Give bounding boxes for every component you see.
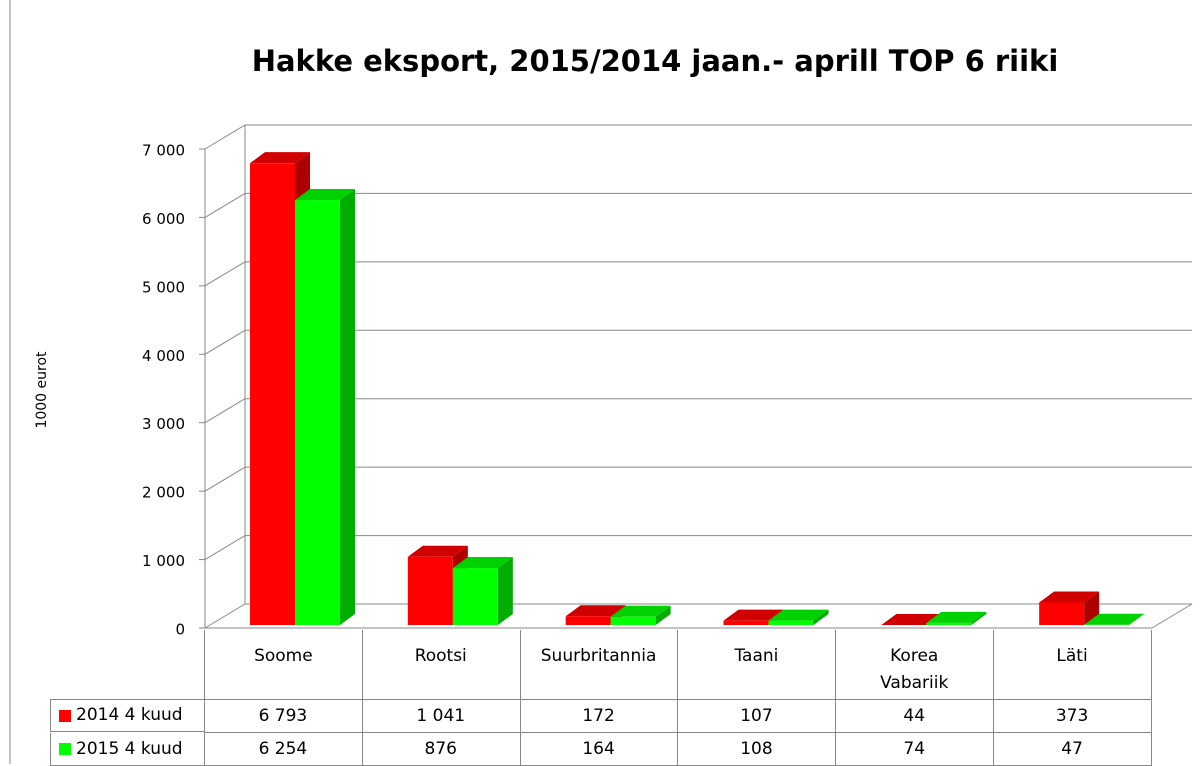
x-tick-label-text: Korea Vabariik: [880, 643, 948, 697]
data-label: 1 041: [362, 700, 521, 733]
bar: [611, 617, 656, 625]
grid-line: [205, 536, 245, 560]
chart-title: Hakke eksport, 2015/2014 jaan.- aprill T…: [252, 44, 1059, 78]
x-tick-label-text: Suurbritannia: [541, 643, 657, 670]
bar-side: [340, 189, 355, 625]
data-label-text: 6 793: [259, 703, 308, 730]
y-tick-label: 2 000: [142, 484, 185, 502]
x-tick-label: Suurbritannia: [520, 630, 679, 700]
floor-edge: [1152, 604, 1192, 628]
data-label-text: 107: [740, 703, 772, 730]
data-label-text: 47: [1061, 736, 1083, 763]
x-tick-label: Rootsi: [362, 630, 521, 700]
grid-line: [205, 125, 245, 149]
bar: [250, 163, 295, 625]
data-label: 108: [678, 733, 837, 766]
grid-line: [205, 262, 245, 286]
data-label-text: 108: [740, 736, 772, 763]
grid-line: [205, 330, 245, 354]
bar: [926, 623, 971, 625]
bar: [566, 616, 611, 625]
y-tick-label: 5 000: [142, 278, 185, 296]
legend-entry: 2014 4 kuud: [50, 699, 205, 732]
bar-top: [926, 612, 986, 623]
data-label: 6 793: [204, 700, 363, 733]
grid-line: [205, 399, 245, 423]
bar: [1039, 602, 1084, 625]
data-label: 47: [993, 733, 1152, 766]
data-label-text: 172: [582, 703, 614, 730]
data-label-text: 1 041: [416, 703, 465, 730]
x-tick-label-text: Rootsi: [415, 643, 467, 670]
data-label-text: 6 254: [259, 736, 308, 763]
data-label: 164: [520, 733, 679, 766]
x-tick-label-text: Läti: [1056, 643, 1087, 670]
bar: [453, 568, 498, 625]
x-tick-label: Taani: [678, 630, 837, 700]
data-label-text: 373: [1056, 703, 1088, 730]
grid-line: [205, 604, 245, 628]
legend-entry-text: 2015 4 kuud: [76, 736, 183, 763]
y-tick-label: 0: [175, 621, 185, 639]
y-tick-label: 6 000: [142, 210, 185, 228]
bar-side: [498, 557, 513, 625]
y-tick-label: 3 000: [142, 415, 185, 433]
data-label-text: 876: [425, 736, 457, 763]
grid-line: [205, 467, 245, 491]
legend-swatch: [59, 743, 71, 755]
bar: [724, 621, 769, 625]
grid-line: [205, 193, 245, 217]
x-tick-label: Korea Vabariik: [835, 630, 994, 700]
legend-entry: 2015 4 kuud: [50, 733, 205, 766]
data-label-text: 164: [582, 736, 614, 763]
data-label-text: 74: [903, 736, 925, 763]
y-axis-label: 1000 eurot: [34, 351, 50, 429]
data-label: 107: [678, 700, 837, 733]
x-tick-label: Soome: [204, 630, 363, 700]
data-label-text: 44: [903, 703, 925, 730]
data-label: 876: [362, 733, 521, 766]
data-label: 6 254: [204, 733, 363, 766]
data-label: 44: [835, 700, 994, 733]
y-tick-label: 1 000: [142, 552, 185, 570]
bar: [295, 200, 340, 625]
x-tick-label-text: Taani: [734, 643, 778, 670]
x-tick-label: Läti: [993, 630, 1152, 700]
legend-swatch: [59, 710, 71, 722]
bar: [408, 557, 453, 625]
data-label: 373: [993, 700, 1152, 733]
y-tick-label: 4 000: [142, 347, 185, 365]
bar: [769, 621, 814, 625]
legend-entry-text: 2014 4 kuud: [76, 702, 183, 729]
y-tick-label: 7 000: [142, 142, 185, 160]
data-label: 74: [835, 733, 994, 766]
data-label: 172: [520, 700, 679, 733]
x-tick-label-text: Soome: [254, 643, 313, 670]
